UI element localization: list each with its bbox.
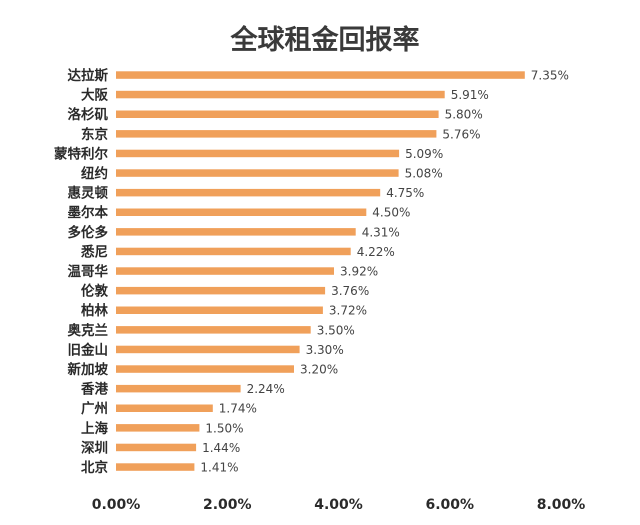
bar-0 bbox=[116, 71, 525, 79]
data-label: 5.08% bbox=[405, 167, 443, 181]
category-label: 伦敦 bbox=[81, 283, 108, 300]
bar-19 bbox=[116, 443, 197, 452]
data-label: 4.75% bbox=[386, 186, 424, 200]
data-label: 5.91% bbox=[451, 88, 489, 102]
bar-1 bbox=[116, 90, 445, 99]
bar-3 bbox=[116, 130, 437, 138]
bar-6 bbox=[116, 188, 381, 197]
category-label: 温哥华 bbox=[68, 263, 109, 280]
x-tick-label: 6.00% bbox=[426, 497, 475, 513]
category-label: 惠灵顿 bbox=[68, 185, 109, 202]
category-label: 上海 bbox=[81, 420, 108, 437]
data-label: 4.50% bbox=[372, 206, 410, 220]
bar-13 bbox=[116, 326, 311, 334]
category-label: 深圳 bbox=[81, 439, 108, 456]
category-label: 悉尼 bbox=[80, 243, 108, 260]
bar-12 bbox=[116, 306, 323, 314]
data-label: 5.09% bbox=[405, 147, 443, 161]
category-label: 达拉斯 bbox=[68, 67, 109, 84]
bar-18 bbox=[116, 424, 200, 432]
bar-8 bbox=[116, 228, 356, 236]
data-label: 3.72% bbox=[329, 304, 367, 318]
category-label: 蒙特利尔 bbox=[54, 145, 108, 162]
data-label: 2.24% bbox=[247, 382, 285, 396]
data-label: 1.50% bbox=[205, 421, 243, 435]
category-label: 墨尔本 bbox=[68, 204, 109, 221]
data-label: 3.20% bbox=[300, 363, 338, 377]
bar-7 bbox=[116, 208, 367, 216]
x-tick-label: 8.00% bbox=[537, 497, 586, 513]
category-label: 纽约 bbox=[81, 165, 108, 182]
bar-10 bbox=[116, 267, 334, 275]
data-label: 5.80% bbox=[445, 108, 483, 122]
data-label: 3.76% bbox=[331, 284, 369, 298]
category-label: 大阪 bbox=[81, 87, 108, 104]
category-label: 奥克兰 bbox=[68, 322, 109, 339]
bar-4 bbox=[116, 149, 400, 158]
x-tick-label: 4.00% bbox=[314, 497, 363, 513]
bar-14 bbox=[116, 345, 300, 354]
x-tick-label: 2.00% bbox=[203, 497, 252, 513]
bar-15 bbox=[116, 365, 294, 373]
data-label: 3.30% bbox=[306, 343, 344, 357]
bar-2 bbox=[116, 110, 439, 118]
bar-16 bbox=[116, 384, 241, 393]
data-label: 3.50% bbox=[317, 323, 355, 337]
bar-11 bbox=[116, 286, 326, 295]
category-label: 香港 bbox=[80, 381, 108, 398]
data-label: 1.44% bbox=[202, 441, 240, 455]
category-label: 北京 bbox=[81, 459, 108, 476]
x-axis-ticks: 0.00% 2.00% 4.00% 6.00% 8.00% bbox=[92, 497, 586, 513]
bar-20 bbox=[116, 463, 195, 471]
category-label: 新加坡 bbox=[68, 361, 109, 378]
chart-title: 全球租金回报率 bbox=[230, 24, 420, 56]
data-label: 1.41% bbox=[200, 461, 238, 475]
category-label: 东京 bbox=[81, 126, 108, 143]
data-label: 4.22% bbox=[357, 245, 395, 259]
data-label: 5.76% bbox=[442, 127, 480, 141]
x-tick-label: 0.00% bbox=[92, 497, 141, 513]
category-label: 柏林 bbox=[81, 302, 108, 319]
bar-9 bbox=[116, 247, 351, 256]
data-label: 3.92% bbox=[340, 265, 378, 279]
category-label: 洛杉矶 bbox=[68, 106, 109, 123]
data-labels: 7.35% 5.91% 5.80% 5.76% 5.09% 5.08% 4.75% 4.50%… bbox=[200, 69, 569, 475]
bar-17 bbox=[116, 404, 213, 412]
data-label: 4.31% bbox=[362, 225, 400, 239]
data-label: 7.35% bbox=[531, 69, 569, 83]
category-label: 广州 bbox=[81, 400, 108, 417]
category-labels: 达拉斯大阪洛杉矶东京蒙特利尔纽约惠灵顿墨尔本多伦多悉尼温哥华伦敦柏林奥克兰旧金山… bbox=[54, 67, 108, 476]
bars-group bbox=[116, 71, 525, 471]
category-label: 旧金山 bbox=[68, 341, 109, 358]
bar-5 bbox=[116, 169, 399, 177]
data-label: 1.74% bbox=[219, 402, 257, 416]
category-label: 多伦多 bbox=[68, 224, 109, 241]
